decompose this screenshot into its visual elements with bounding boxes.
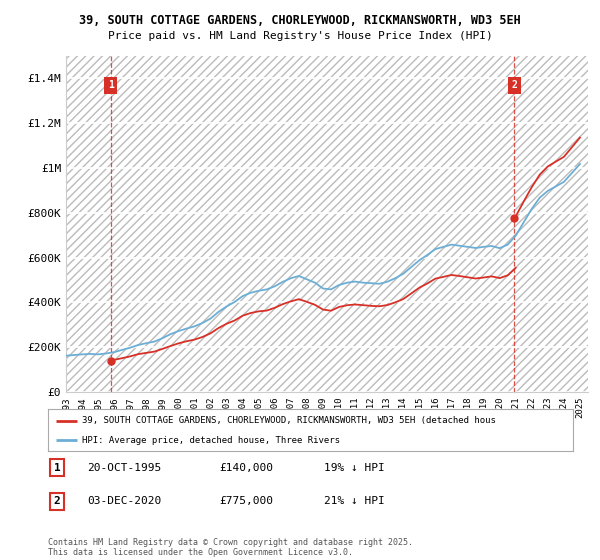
Text: 2: 2 — [512, 80, 517, 90]
Text: Contains HM Land Registry data © Crown copyright and database right 2025.
This d: Contains HM Land Registry data © Crown c… — [48, 538, 413, 557]
Text: 2: 2 — [53, 496, 61, 506]
Text: 21% ↓ HPI: 21% ↓ HPI — [324, 496, 385, 506]
Text: Price paid vs. HM Land Registry's House Price Index (HPI): Price paid vs. HM Land Registry's House … — [107, 31, 493, 41]
Text: 20-OCT-1995: 20-OCT-1995 — [87, 463, 161, 473]
Text: £140,000: £140,000 — [219, 463, 273, 473]
Text: 03-DEC-2020: 03-DEC-2020 — [87, 496, 161, 506]
Text: £775,000: £775,000 — [219, 496, 273, 506]
Text: HPI: Average price, detached house, Three Rivers: HPI: Average price, detached house, Thre… — [82, 436, 340, 445]
Text: 39, SOUTH COTTAGE GARDENS, CHORLEYWOOD, RICKMANSWORTH, WD3 5EH (detached hous: 39, SOUTH COTTAGE GARDENS, CHORLEYWOOD, … — [82, 416, 496, 425]
Text: 1: 1 — [53, 463, 61, 473]
Text: 1: 1 — [108, 80, 114, 90]
Text: 39, SOUTH COTTAGE GARDENS, CHORLEYWOOD, RICKMANSWORTH, WD3 5EH: 39, SOUTH COTTAGE GARDENS, CHORLEYWOOD, … — [79, 14, 521, 27]
Text: 19% ↓ HPI: 19% ↓ HPI — [324, 463, 385, 473]
